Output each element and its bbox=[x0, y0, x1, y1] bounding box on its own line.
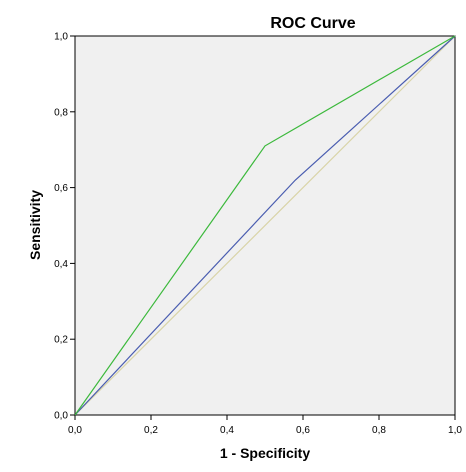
series-line-2 bbox=[74, 35, 456, 416]
x-tick-label: 0,6 bbox=[296, 425, 310, 436]
x-axis-ticks: 0,0 0,2 0,4 0,6 0,8 1,0 bbox=[68, 415, 462, 436]
y-axis-label: Sensitivity bbox=[27, 190, 43, 260]
x-tick-label: 1,0 bbox=[448, 425, 462, 436]
x-tick-label: 0,2 bbox=[144, 425, 158, 436]
y-tick-label: 0,6 bbox=[54, 183, 68, 194]
y-tick-label: 0,4 bbox=[54, 259, 68, 270]
series-layer bbox=[74, 35, 456, 416]
y-tick-label: 1,0 bbox=[54, 32, 68, 43]
series-line-1 bbox=[74, 35, 456, 416]
x-axis-label: 1 - Specificity bbox=[220, 445, 310, 461]
y-tick-label: 0,8 bbox=[54, 107, 68, 118]
y-axis-ticks: 0,0 0,2 0,4 0,6 0,8 1,0 bbox=[54, 32, 75, 422]
y-tick-label: 0,0 bbox=[54, 411, 68, 422]
series-line-3 bbox=[74, 35, 456, 416]
x-tick-label: 0,0 bbox=[68, 425, 82, 436]
x-tick-label: 0,8 bbox=[372, 425, 386, 436]
chart-title: ROC Curve bbox=[270, 15, 355, 32]
x-tick-label: 0,4 bbox=[220, 425, 234, 436]
y-tick-label: 0,2 bbox=[54, 335, 68, 346]
